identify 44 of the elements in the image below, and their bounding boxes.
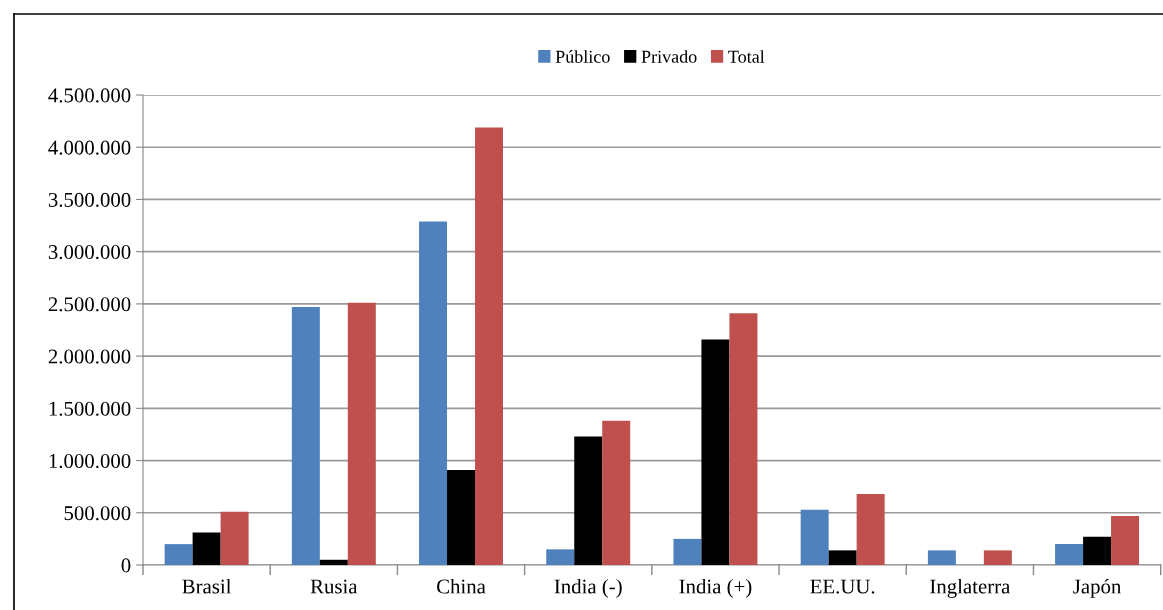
y-tick-label: 0 (121, 558, 131, 573)
bar (291, 307, 320, 565)
bar (475, 127, 503, 565)
bar (1111, 515, 1140, 565)
x-tick-label: China (437, 578, 486, 594)
x-tick-label: India (+) (679, 578, 752, 598)
y-tick-label: 4.000.000 (48, 140, 131, 155)
bar (983, 550, 1012, 565)
bar (729, 313, 758, 565)
y-tick-label: 2.000.000 (48, 349, 131, 364)
bar (192, 532, 221, 565)
bar (927, 550, 956, 565)
bar (447, 469, 476, 565)
bar (828, 550, 857, 565)
x-tick-label: India (-) (554, 578, 622, 598)
y-tick-label: 4.500.000 (48, 88, 131, 103)
bar (546, 549, 575, 565)
y-tick-label: 3.500.000 (48, 192, 131, 207)
bar (701, 339, 730, 565)
x-tick-label: Japón (1073, 578, 1122, 598)
x-tick-label: EE.UU. (810, 579, 875, 594)
bar (319, 559, 348, 565)
y-tick-label: 3.000.000 (48, 245, 131, 260)
bar (419, 221, 448, 565)
bar (164, 544, 193, 565)
legend-label: Privado (641, 50, 697, 63)
x-tick-label: Brasil (182, 578, 232, 594)
bar (602, 420, 631, 565)
legend-label: Total (728, 50, 765, 63)
y-tick-label: 500.000 (64, 506, 131, 521)
bar (1083, 536, 1112, 565)
bar (574, 436, 603, 565)
bar (347, 302, 376, 565)
bar (673, 538, 702, 565)
y-tick-label: 1.000.000 (49, 453, 131, 469)
x-tick-label: Rusia (310, 579, 358, 594)
bar (800, 509, 829, 565)
legend-label: Público (555, 50, 610, 63)
y-tick-label: 2.500.000 (48, 297, 131, 312)
bar (856, 493, 885, 565)
y-tick-label: 1.500.000 (49, 401, 131, 416)
bar (1055, 544, 1084, 565)
x-tick-label: Inglaterra (930, 578, 1011, 598)
bar (220, 511, 249, 565)
